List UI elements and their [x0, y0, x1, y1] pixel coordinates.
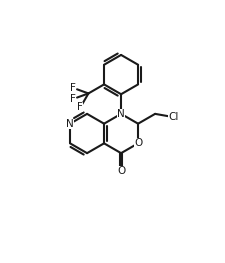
- Text: O: O: [133, 138, 142, 148]
- Text: O: O: [117, 166, 125, 176]
- Text: Cl: Cl: [168, 112, 178, 122]
- Text: F: F: [70, 94, 76, 104]
- Text: F: F: [70, 83, 76, 93]
- Text: N: N: [117, 109, 124, 119]
- Text: N: N: [66, 119, 74, 129]
- Text: F: F: [77, 102, 83, 112]
